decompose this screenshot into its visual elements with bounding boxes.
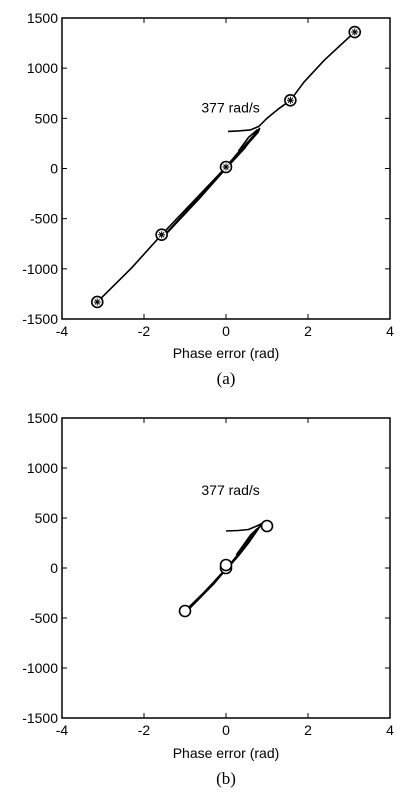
x-tick-label: -2: [138, 323, 151, 339]
equilibrium-marker: [219, 558, 233, 572]
x-tick-label: 2: [304, 323, 312, 339]
x-tick-label: 0: [222, 722, 230, 738]
x-tick-label: -4: [56, 323, 69, 339]
y-tick-label: -1500: [22, 710, 58, 726]
y-tick-label: -1000: [22, 261, 58, 277]
chart-panel-b: 1500 1000 500 0 -500 -1000 -1500-4 -2 0 2 4 377 ra…: [22, 410, 394, 788]
y-tick-label: -500: [30, 211, 58, 227]
y-tick-label: 1500: [27, 10, 58, 26]
x-tick-label: 4: [386, 323, 394, 339]
y-tick-label: 0: [50, 161, 58, 177]
x-tick-label: 4: [386, 722, 394, 738]
equilibrium-marker: [260, 519, 274, 533]
trajectory-line: [96, 127, 261, 303]
trajectory-line: [163, 129, 258, 237]
x-tick-label: 0: [222, 323, 230, 339]
x-tick-label: -2: [138, 722, 151, 738]
y-tick-label: 1000: [27, 460, 58, 476]
x-axis-label: Phase error (rad): [173, 345, 280, 361]
panel-caption: (a): [217, 369, 236, 388]
x-axis-label: Phase error (rad): [173, 745, 280, 761]
panel-caption: (b): [216, 769, 236, 788]
marker-cross: [286, 96, 294, 104]
equilibrium-marker: [178, 604, 192, 618]
chart-marks: 1500 1000 500 0 -500 -1000 -1500-4 -2 0 2 4: [22, 10, 394, 339]
trajectory-line: [227, 31, 356, 133]
y-tick-label: 500: [35, 110, 59, 126]
x-tick-label: -4: [56, 722, 69, 738]
marker-cross: [351, 28, 359, 36]
marker-cross: [158, 231, 166, 239]
y-tick-label: -1500: [22, 311, 58, 327]
y-tick-label: 0: [50, 560, 58, 576]
annotation-label: 377 rad/s: [201, 99, 259, 115]
trajectory-line: [188, 528, 258, 610]
marker-cross: [93, 298, 101, 306]
annotation-label: 377 rad/s: [201, 482, 259, 498]
y-tick-label: -500: [30, 610, 58, 626]
chart-marks: 1500 1000 500 0 -500 -1000 -1500-4 -2 0 2 4: [22, 410, 394, 738]
y-tick-label: -1000: [22, 660, 58, 676]
x-tick-label: 2: [304, 722, 312, 738]
marker-cross: [222, 163, 230, 171]
y-tick-label: 1000: [27, 60, 58, 76]
y-tick-label: 1500: [27, 410, 58, 426]
y-tick-label: 500: [35, 510, 59, 526]
chart-panel-a: 1500 1000 500 0 -500 -1000 -1500-4 -2 0 2 4 377 ra…: [22, 10, 394, 388]
